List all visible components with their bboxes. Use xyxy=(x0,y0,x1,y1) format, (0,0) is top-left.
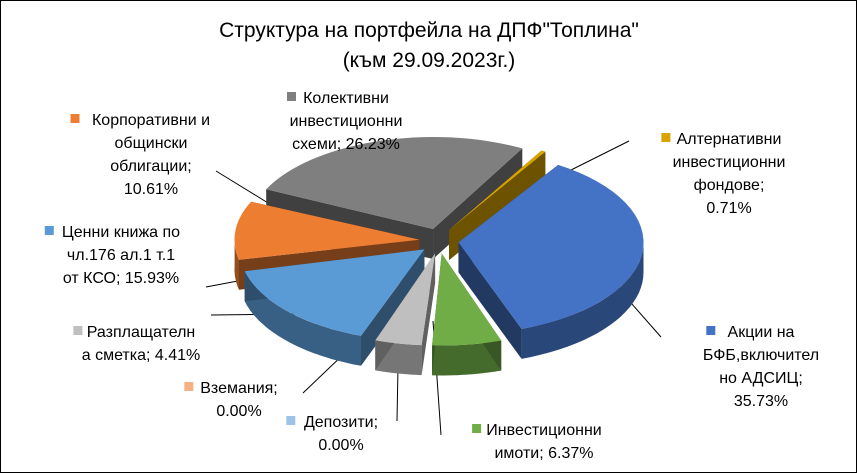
pie-slice xyxy=(375,253,436,376)
data-label: Корпоративни и общински облигации; 10.61% xyxy=(70,112,210,198)
data-label-line: инвестиционни xyxy=(290,113,403,130)
data-label-line: схеми; 26.23% xyxy=(292,136,400,153)
data-label-line: БФБ,включител xyxy=(703,347,819,364)
data-label-line: 35.73% xyxy=(734,393,788,410)
data-label-line: Вземания; xyxy=(200,380,278,397)
pie-slice-side xyxy=(244,271,361,366)
pie-slice-top xyxy=(432,253,502,346)
legend-key xyxy=(73,326,83,335)
legend-key xyxy=(70,114,80,123)
data-label-line: Ценни книжа по xyxy=(62,224,180,241)
pie-slice-side xyxy=(521,242,644,359)
data-label-line: общински xyxy=(115,135,188,152)
data-label-line: чл.176 ал.1 т.1 xyxy=(67,247,175,264)
pie-slice-side xyxy=(432,340,502,376)
data-label-line: фондове; xyxy=(694,177,765,194)
pie-slice xyxy=(458,164,644,359)
legend-key xyxy=(287,92,296,101)
data-label-line: Алтернативни xyxy=(677,131,782,148)
data-label-line: Корпоративни и xyxy=(92,112,210,129)
data-label-line: Акции на xyxy=(728,324,795,341)
data-label-line: имоти; 6.37% xyxy=(494,445,593,462)
legend-key xyxy=(184,382,194,391)
pie-slice xyxy=(244,249,425,366)
data-label-line: Депозити; xyxy=(304,414,378,431)
pie-slice xyxy=(432,253,502,376)
pie-slice-top xyxy=(449,150,546,231)
pie-slice-top xyxy=(375,253,436,346)
data-label: Акции на БФБ,включител но АДСИЦ; 35.73% xyxy=(703,324,819,410)
data-label-line: Инвестиционни xyxy=(486,422,601,439)
data-label-line: Колективни xyxy=(303,90,389,107)
data-label-line: 0.71% xyxy=(706,200,751,217)
pie-slice-top xyxy=(458,164,644,329)
chart-title: Структура на портфейла на ДПФ"Топлина" xyxy=(219,19,639,42)
pie-slice-top xyxy=(244,249,425,336)
data-label-line: а сметка; 4.41% xyxy=(82,347,201,364)
pie-slice-top xyxy=(234,201,420,260)
legend-key xyxy=(472,424,482,433)
data-label: Колективни инвестиционни схеми; 26.23% xyxy=(287,90,402,153)
data-label: Алтернативни инвестиционни фондове; 0.71% xyxy=(661,131,785,217)
data-label: Инвестиционни имоти; 6.37% xyxy=(472,422,602,462)
leader-line xyxy=(215,170,274,207)
data-label: Депозити; 0.00% xyxy=(286,414,378,454)
legend-key xyxy=(286,416,296,425)
data-label-line: 0.00% xyxy=(318,437,363,454)
legend-key xyxy=(44,226,54,235)
data-label-line: облигации; xyxy=(110,158,191,175)
pie-slice-edge xyxy=(458,242,522,359)
data-label: Разплащателн а сметка; 4.41% xyxy=(73,324,200,364)
data-label-line: 10.61% xyxy=(124,181,178,198)
data-label-line: Разплащателн xyxy=(87,324,196,341)
data-label: Ценни книжа по чл.176 ал.1 т.1 от КСО; 15.… xyxy=(44,224,180,287)
data-label-line: инвестиционни xyxy=(673,154,786,171)
data-label-line: 0.00% xyxy=(216,403,261,420)
data-label-line: от КСО; 15.93% xyxy=(63,270,179,287)
legend-key xyxy=(706,326,716,335)
data-label-line: но АДСИЦ; xyxy=(719,370,803,387)
legend-key xyxy=(661,133,671,142)
pie-slice-top xyxy=(266,136,523,230)
data-label: Вземания; 0.00% xyxy=(184,380,278,420)
pie-slice-side xyxy=(234,236,239,290)
chart-subtitle: (към 29.09.2023г.) xyxy=(343,49,516,72)
